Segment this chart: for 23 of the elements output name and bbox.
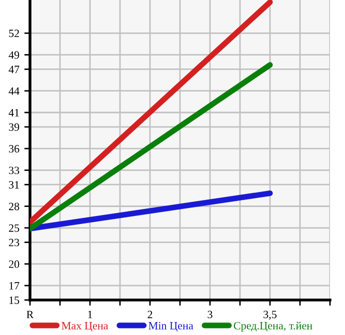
x-tick-label: R: [26, 310, 34, 318]
y-tick-label: 33: [9, 166, 20, 174]
y-tick-label: 28: [8, 202, 20, 210]
legend-label: Max Цена: [62, 322, 108, 332]
y-tick-label: 39: [9, 123, 20, 131]
x-tick-label: 3: [208, 310, 212, 318]
y-tick-label: 41: [8, 109, 19, 116]
y-tick-label: 36: [9, 145, 20, 153]
y-tick-label: 20: [8, 260, 20, 268]
y-tick-label: 44: [8, 87, 20, 95]
y-tick-label: 31: [9, 181, 19, 189]
x-tick-label: 2: [148, 310, 152, 318]
y-tick-label: 23: [8, 238, 20, 246]
y-tick-label: 17: [9, 282, 20, 290]
y-tick-label: 25: [8, 224, 20, 232]
y-tick-label: 47: [8, 66, 20, 74]
y-tick-label: 15: [9, 296, 20, 304]
x-tick-label: 1: [88, 310, 92, 318]
y-tick-label: 49: [8, 51, 20, 59]
x-tick-label: 3,5: [264, 310, 277, 320]
legend-label: Min Цена: [148, 322, 194, 332]
y-tick-label: 52: [9, 30, 19, 38]
legend-label: Сред.Цена, т.йен: [234, 322, 312, 332]
